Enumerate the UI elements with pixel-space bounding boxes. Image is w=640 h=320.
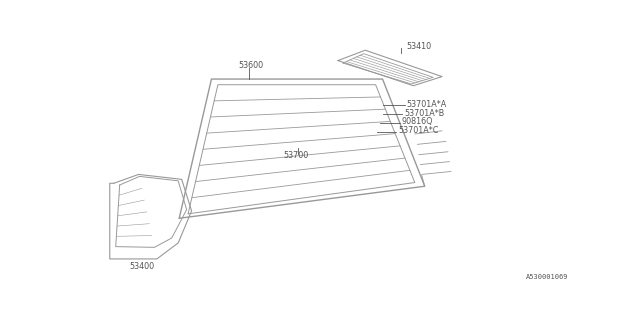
Text: A530001069: A530001069: [526, 275, 568, 280]
Text: 53600: 53600: [239, 61, 264, 70]
Text: 53410: 53410: [406, 42, 431, 51]
Text: 53700: 53700: [284, 151, 308, 160]
Text: 53400: 53400: [129, 262, 155, 271]
Text: 90816Q: 90816Q: [401, 117, 433, 126]
Text: 53701A*A: 53701A*A: [406, 100, 447, 109]
Text: 53701A*C: 53701A*C: [398, 126, 438, 135]
Text: 53701A*B: 53701A*B: [404, 109, 444, 118]
